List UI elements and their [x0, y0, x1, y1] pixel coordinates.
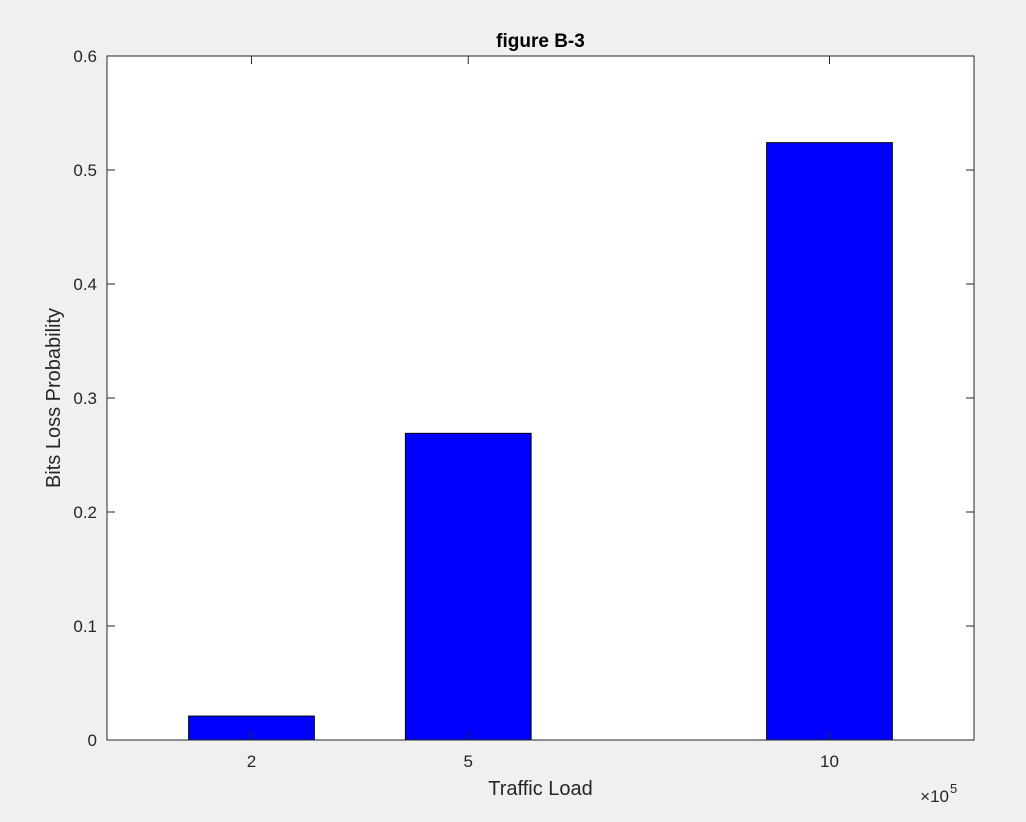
y-tick-label: 0.6	[73, 47, 97, 66]
x-axis-label: Traffic Load	[488, 778, 593, 800]
x-exponent-label: ×10 5	[920, 781, 957, 806]
y-tick-label: 0.2	[73, 503, 97, 522]
x-tick-label: 5	[464, 752, 473, 771]
bars-group	[188, 142, 893, 741]
bar-5	[404, 432, 532, 741]
x-ticks-group: 2 5 10	[247, 56, 839, 771]
y-tick-label: 0.5	[73, 161, 97, 180]
x-tick-label: 10	[820, 752, 839, 771]
y-axis-label: Bits Loss Probability	[43, 308, 65, 488]
y-tick-label: 0	[88, 731, 97, 750]
bar-10	[766, 142, 893, 741]
x-tick-label: 2	[247, 752, 256, 771]
x-exponent-multiplier: ×10	[920, 787, 949, 806]
y-tick-label: 0.1	[73, 617, 97, 636]
y-ticks-group: 0 0.1 0.2 0.3 0.4 0.5 0.6	[73, 47, 974, 750]
y-tick-label: 0.4	[73, 275, 97, 294]
chart-title: figure B-3	[496, 31, 585, 52]
x-exponent-power: 5	[950, 781, 957, 796]
y-tick-label: 0.3	[73, 389, 97, 408]
